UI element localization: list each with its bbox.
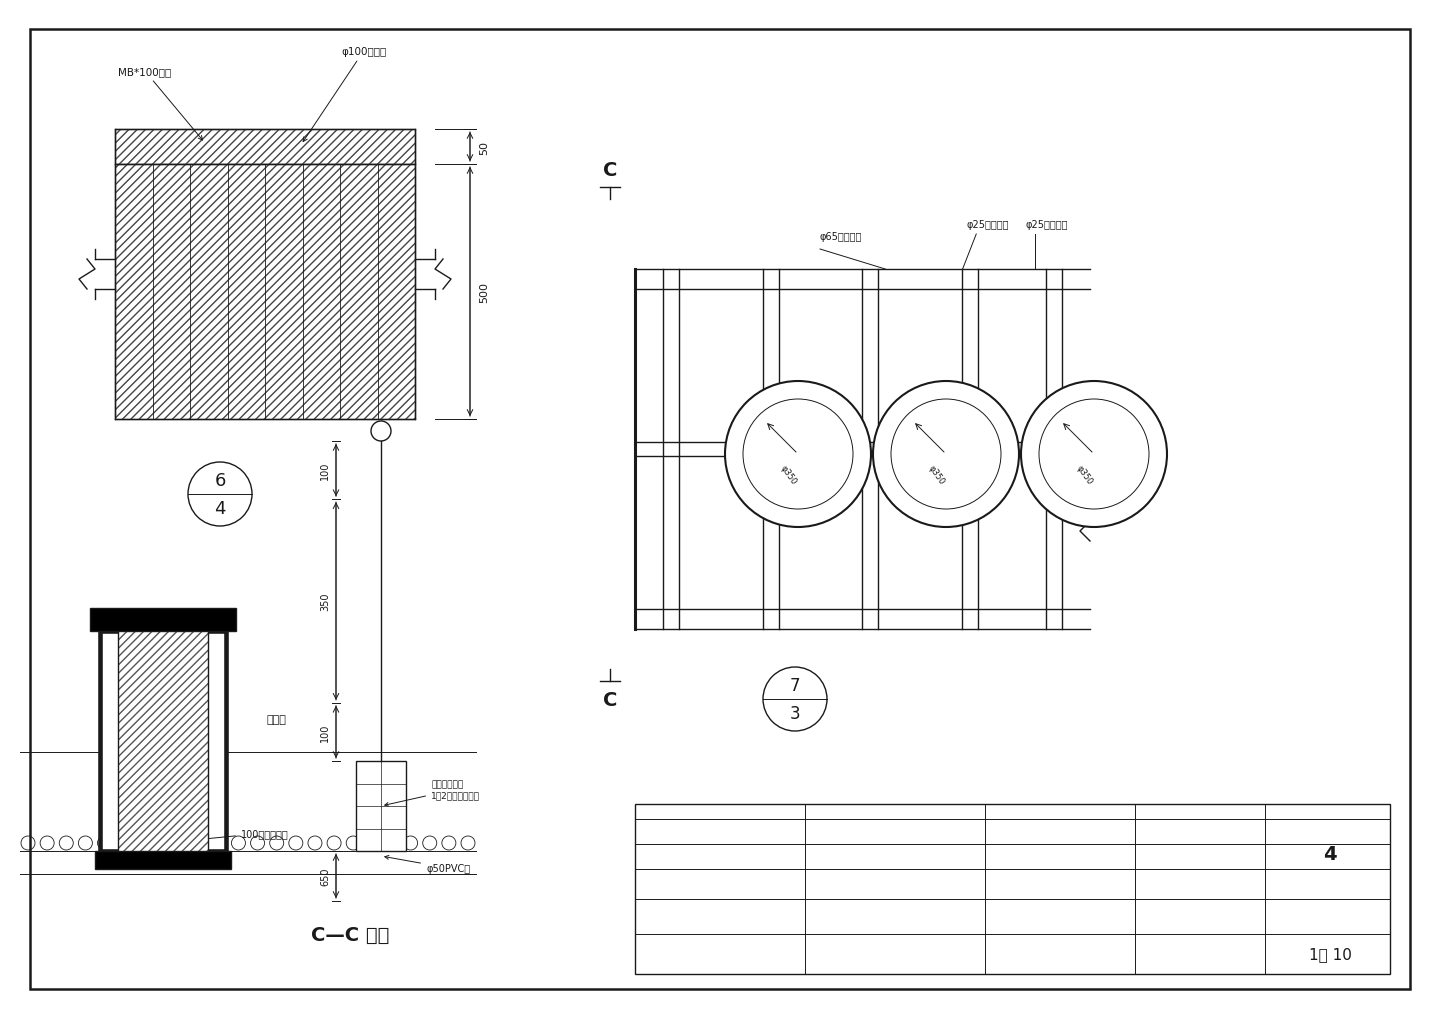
Text: 500: 500: [480, 281, 490, 303]
Text: 水泥沙浆清光
1：2水泥沙浆抹面: 水泥沙浆清光 1：2水泥沙浆抹面: [384, 780, 480, 806]
Bar: [99, 632, 226, 851]
Text: 350: 350: [320, 592, 330, 610]
Text: φ350: φ350: [926, 464, 946, 486]
Circle shape: [873, 382, 1020, 528]
Bar: [118, 632, 207, 851]
Text: 7: 7: [789, 677, 801, 694]
Text: 6: 6: [215, 472, 226, 489]
Text: 4: 4: [1323, 845, 1336, 864]
Text: φ25不锈鑰管: φ25不锈鑰管: [966, 220, 1009, 229]
Bar: [95, 851, 230, 869]
Bar: [118, 632, 207, 851]
Text: 100砖水碎石层: 100砖水碎石层: [167, 828, 289, 845]
Text: φ100防腐木: φ100防腐木: [304, 47, 386, 143]
Text: MB*100螺栓: MB*100螺栓: [118, 67, 203, 141]
Text: φ350: φ350: [778, 464, 798, 486]
Bar: [115, 129, 415, 165]
Text: φ350: φ350: [1074, 464, 1094, 486]
Text: φ25不锈鑰管: φ25不锈鑰管: [1025, 220, 1068, 229]
Text: 1： 10: 1： 10: [1309, 947, 1351, 962]
Circle shape: [724, 382, 871, 528]
Text: C—C 剖面: C—C 剖面: [311, 924, 389, 944]
Bar: [115, 165, 415, 420]
Text: 650: 650: [320, 867, 330, 886]
Text: 3: 3: [789, 704, 801, 722]
Bar: [115, 129, 415, 165]
Text: φ65不锈鑰管: φ65不锈鑰管: [819, 231, 863, 242]
Text: 50: 50: [480, 141, 490, 154]
Text: C: C: [603, 690, 618, 709]
Text: 100: 100: [320, 723, 330, 742]
Bar: [635, 804, 1390, 974]
Circle shape: [372, 422, 392, 441]
Text: 种植土: 种植土: [266, 714, 287, 725]
Bar: [115, 165, 415, 420]
Text: C: C: [603, 160, 618, 179]
Bar: [91, 608, 236, 632]
Text: 100: 100: [320, 462, 330, 480]
Bar: [356, 761, 406, 851]
Text: φ50PVC管: φ50PVC管: [384, 856, 469, 873]
Text: 4: 4: [215, 499, 226, 518]
Circle shape: [1021, 382, 1166, 528]
